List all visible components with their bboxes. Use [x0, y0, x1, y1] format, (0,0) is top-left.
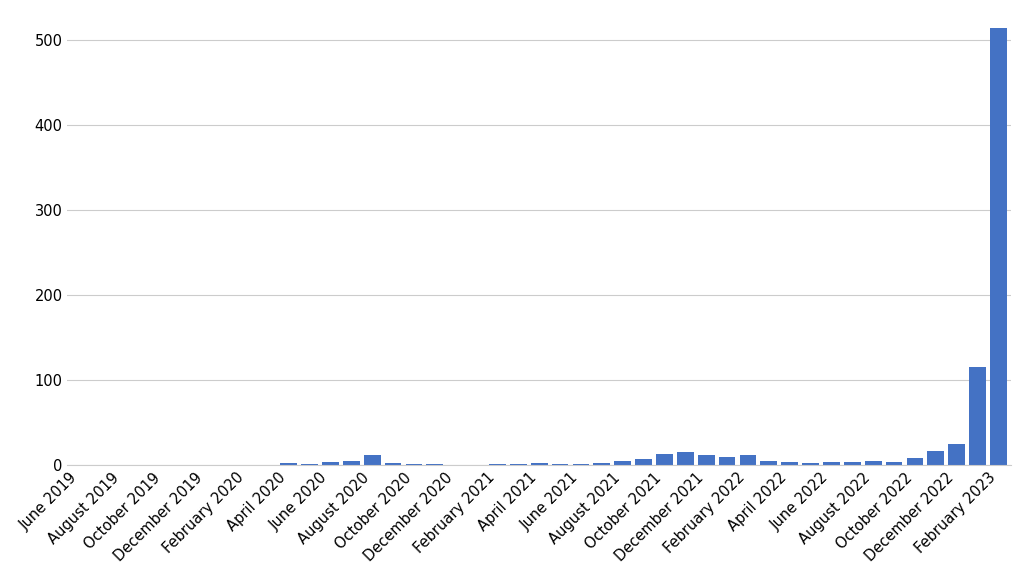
- Bar: [698, 455, 714, 465]
- Bar: [615, 461, 631, 465]
- Bar: [593, 463, 610, 465]
- Bar: [865, 461, 881, 465]
- Bar: [677, 452, 694, 465]
- Bar: [302, 464, 318, 465]
- Bar: [907, 459, 923, 465]
- Bar: [719, 457, 736, 465]
- Bar: [885, 461, 903, 465]
- Bar: [385, 463, 401, 465]
- Bar: [322, 461, 339, 465]
- Bar: [948, 444, 965, 465]
- Bar: [990, 28, 1007, 465]
- Bar: [802, 463, 819, 465]
- Bar: [823, 461, 840, 465]
- Bar: [405, 464, 423, 465]
- Bar: [928, 450, 944, 465]
- Bar: [427, 464, 443, 465]
- Bar: [552, 464, 568, 465]
- Bar: [343, 461, 360, 465]
- Bar: [782, 461, 798, 465]
- Bar: [740, 455, 756, 465]
- Bar: [760, 461, 777, 465]
- Bar: [510, 464, 526, 465]
- Bar: [489, 464, 506, 465]
- Bar: [530, 463, 548, 465]
- Bar: [573, 464, 589, 465]
- Bar: [970, 368, 986, 465]
- Bar: [280, 463, 297, 465]
- Bar: [364, 455, 381, 465]
- Bar: [635, 459, 652, 465]
- Bar: [844, 461, 861, 465]
- Bar: [656, 454, 673, 465]
